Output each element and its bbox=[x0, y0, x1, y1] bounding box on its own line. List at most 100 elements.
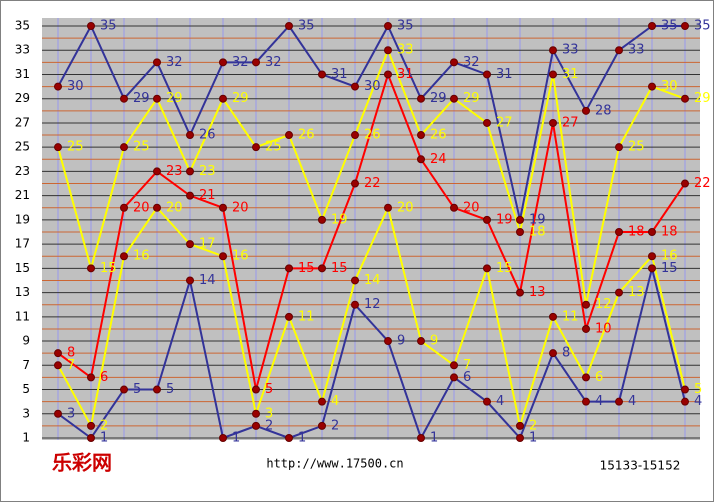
value-label: 7 bbox=[463, 358, 471, 373]
value-label: 13 bbox=[628, 285, 645, 300]
value-label: 20 bbox=[133, 200, 150, 215]
value-label: 11 bbox=[298, 309, 315, 324]
value-label: 8 bbox=[67, 346, 75, 361]
marker bbox=[417, 434, 425, 442]
value-label: 16 bbox=[133, 249, 150, 264]
value-label: 1 bbox=[232, 431, 240, 446]
y-tick-label: 9 bbox=[22, 334, 30, 348]
marker bbox=[252, 143, 260, 152]
y-tick-label: 3 bbox=[22, 406, 30, 420]
value-label: 32 bbox=[166, 55, 183, 70]
y-tick-label: 13 bbox=[15, 285, 30, 299]
marker bbox=[450, 203, 458, 212]
value-label: 1 bbox=[430, 431, 438, 446]
y-tick-label: 5 bbox=[22, 382, 30, 396]
value-label: 14 bbox=[364, 273, 381, 288]
marker bbox=[417, 131, 425, 140]
value-label: 31 bbox=[331, 67, 348, 82]
value-label: 33 bbox=[397, 43, 414, 58]
marker bbox=[120, 94, 128, 103]
marker bbox=[549, 349, 557, 358]
series-line bbox=[57, 23, 685, 221]
marker bbox=[483, 215, 491, 224]
y-tick-label: 25 bbox=[15, 140, 30, 154]
marker bbox=[120, 385, 128, 394]
value-label: 17 bbox=[199, 237, 216, 252]
value-label: 16 bbox=[232, 249, 249, 264]
value-label: 29 bbox=[133, 91, 150, 106]
value-label: 1 bbox=[298, 431, 306, 446]
value-label: 29 bbox=[232, 91, 249, 106]
series-line bbox=[57, 204, 686, 429]
value-label: 27 bbox=[496, 115, 513, 130]
marker bbox=[549, 118, 557, 127]
value-label: 2 bbox=[331, 418, 339, 433]
marker bbox=[153, 203, 161, 212]
value-label: 19 bbox=[529, 212, 546, 227]
y-tick-label: 15 bbox=[15, 261, 30, 275]
marker bbox=[648, 252, 656, 261]
marker bbox=[516, 421, 524, 430]
marker bbox=[483, 264, 491, 273]
value-label: 30 bbox=[364, 79, 381, 94]
marker bbox=[153, 94, 161, 103]
marker bbox=[681, 385, 689, 394]
value-label: 23 bbox=[166, 164, 183, 179]
value-label: 35 bbox=[661, 19, 678, 34]
series-line bbox=[57, 47, 686, 305]
y-tick-label: 17 bbox=[15, 237, 30, 251]
value-label: 5 bbox=[694, 382, 702, 397]
marker bbox=[351, 300, 359, 309]
marker bbox=[417, 337, 425, 346]
marker bbox=[285, 22, 293, 30]
value-label: 9 bbox=[430, 334, 438, 349]
value-label: 27 bbox=[562, 115, 579, 130]
value-label: 31 bbox=[562, 67, 579, 82]
y-tick-label: 35 bbox=[15, 19, 30, 33]
value-label: 31 bbox=[397, 67, 414, 82]
y-tick-label: 23 bbox=[15, 164, 30, 178]
marker bbox=[318, 397, 326, 406]
url: http://www.17500.cn bbox=[266, 457, 403, 471]
y-tick-label: 33 bbox=[15, 43, 30, 57]
value-label: 3 bbox=[67, 406, 75, 421]
value-label: 5 bbox=[133, 382, 141, 397]
marker bbox=[450, 361, 458, 370]
value-label: 5 bbox=[265, 382, 273, 397]
marker bbox=[219, 94, 227, 103]
marker bbox=[516, 288, 524, 297]
marker bbox=[648, 264, 656, 273]
marker bbox=[450, 94, 458, 103]
value-label: 4 bbox=[331, 394, 339, 409]
marker bbox=[153, 167, 161, 176]
marker bbox=[54, 349, 62, 358]
marker bbox=[186, 131, 194, 140]
value-label: 2 bbox=[100, 418, 108, 433]
value-label: 4 bbox=[628, 394, 636, 409]
marker bbox=[318, 70, 326, 79]
marker bbox=[186, 240, 194, 249]
marker bbox=[186, 191, 194, 200]
marker bbox=[54, 143, 62, 152]
value-label: 12 bbox=[364, 297, 381, 312]
value-label: 20 bbox=[232, 200, 249, 215]
y-tick-label: 29 bbox=[15, 91, 30, 105]
marker bbox=[483, 118, 491, 127]
value-label: 14 bbox=[199, 273, 216, 288]
marker bbox=[483, 70, 491, 79]
marker bbox=[351, 82, 359, 91]
y-tick-label: 27 bbox=[15, 115, 30, 129]
value-label: 9 bbox=[397, 334, 405, 349]
marker bbox=[582, 324, 590, 333]
marker bbox=[120, 203, 128, 212]
marker bbox=[549, 312, 557, 321]
value-label: 2 bbox=[529, 418, 537, 433]
marker bbox=[582, 397, 590, 406]
value-label: 15 bbox=[100, 261, 117, 276]
value-label: 20 bbox=[166, 200, 183, 215]
y-tick-label: 21 bbox=[15, 188, 30, 202]
value-label: 19 bbox=[496, 212, 513, 227]
marker bbox=[219, 203, 227, 212]
marker bbox=[87, 373, 95, 382]
